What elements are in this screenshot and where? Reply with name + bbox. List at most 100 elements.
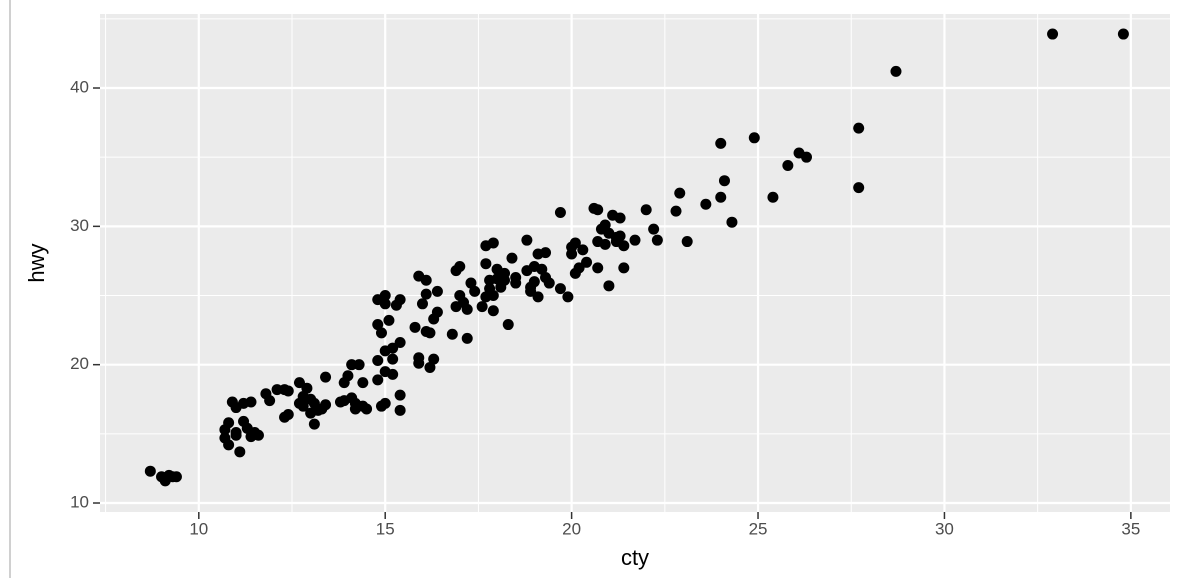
point bbox=[394, 337, 406, 349]
point bbox=[853, 182, 865, 194]
y-axis-label: hwy bbox=[24, 243, 49, 282]
point bbox=[618, 240, 630, 252]
point bbox=[599, 219, 611, 231]
point bbox=[170, 471, 182, 483]
point bbox=[700, 198, 712, 210]
point bbox=[782, 159, 794, 171]
point bbox=[252, 429, 264, 441]
x-tick-label: 10 bbox=[189, 519, 208, 538]
point bbox=[431, 285, 443, 297]
point bbox=[342, 370, 354, 382]
x-axis-label: cty bbox=[621, 545, 649, 570]
point bbox=[670, 205, 682, 217]
x-tick-label: 30 bbox=[935, 519, 954, 538]
point bbox=[461, 303, 473, 315]
point bbox=[532, 291, 544, 303]
point bbox=[480, 258, 492, 270]
point bbox=[674, 187, 686, 199]
y-tick-label: 20 bbox=[70, 354, 89, 373]
point bbox=[614, 212, 626, 224]
point bbox=[465, 277, 477, 289]
point bbox=[726, 216, 738, 228]
point bbox=[372, 319, 384, 331]
point bbox=[506, 252, 518, 264]
point bbox=[383, 314, 395, 326]
point bbox=[420, 288, 432, 300]
point bbox=[409, 321, 421, 333]
point bbox=[581, 256, 593, 268]
point bbox=[282, 408, 294, 420]
point bbox=[320, 399, 332, 411]
x-tick-label: 15 bbox=[376, 519, 395, 538]
point bbox=[554, 283, 566, 295]
x-tick-label: 35 bbox=[1121, 519, 1140, 538]
point bbox=[487, 290, 499, 302]
point bbox=[454, 260, 466, 272]
point bbox=[264, 395, 276, 407]
point bbox=[144, 465, 156, 477]
point bbox=[394, 294, 406, 306]
point bbox=[487, 305, 499, 317]
point bbox=[853, 122, 865, 134]
point bbox=[361, 403, 373, 415]
point bbox=[424, 327, 436, 339]
point bbox=[413, 352, 425, 364]
point bbox=[890, 65, 902, 77]
point bbox=[297, 400, 309, 412]
x-tick-label: 25 bbox=[749, 519, 768, 538]
point bbox=[562, 291, 574, 303]
point bbox=[416, 298, 428, 310]
point bbox=[357, 377, 369, 389]
point bbox=[394, 404, 406, 416]
point bbox=[469, 285, 481, 297]
point bbox=[599, 238, 611, 250]
point bbox=[223, 417, 235, 429]
point bbox=[428, 353, 440, 365]
y-tick-label: 30 bbox=[70, 216, 89, 235]
point bbox=[230, 429, 242, 441]
point bbox=[603, 280, 615, 292]
point bbox=[566, 248, 578, 260]
point bbox=[375, 327, 387, 339]
point bbox=[715, 137, 727, 149]
point bbox=[431, 306, 443, 318]
point bbox=[379, 397, 391, 409]
point bbox=[629, 234, 641, 246]
point bbox=[372, 355, 384, 367]
point bbox=[592, 262, 604, 274]
point bbox=[718, 175, 730, 187]
point bbox=[301, 382, 313, 394]
point bbox=[420, 274, 432, 286]
point bbox=[614, 230, 626, 242]
point bbox=[800, 151, 812, 163]
point bbox=[372, 374, 384, 386]
point bbox=[592, 204, 604, 216]
point bbox=[308, 418, 320, 430]
point bbox=[528, 276, 540, 288]
point bbox=[446, 328, 458, 340]
y-tick-label: 10 bbox=[70, 492, 89, 511]
point bbox=[648, 223, 660, 235]
point bbox=[521, 234, 533, 246]
point bbox=[569, 237, 581, 249]
point bbox=[510, 272, 522, 284]
point bbox=[1047, 28, 1059, 40]
point bbox=[499, 267, 511, 279]
point bbox=[536, 263, 548, 275]
point bbox=[554, 207, 566, 219]
x-tick-label: 20 bbox=[562, 519, 581, 538]
point bbox=[543, 277, 555, 289]
point bbox=[387, 368, 399, 380]
point bbox=[234, 446, 246, 458]
point bbox=[640, 204, 652, 216]
point bbox=[223, 439, 235, 451]
y-tick-label: 40 bbox=[70, 77, 89, 96]
point bbox=[540, 247, 552, 259]
point bbox=[461, 332, 473, 344]
point bbox=[618, 262, 630, 274]
point bbox=[387, 353, 399, 365]
point bbox=[715, 191, 727, 203]
point bbox=[245, 396, 257, 408]
point bbox=[577, 244, 589, 256]
